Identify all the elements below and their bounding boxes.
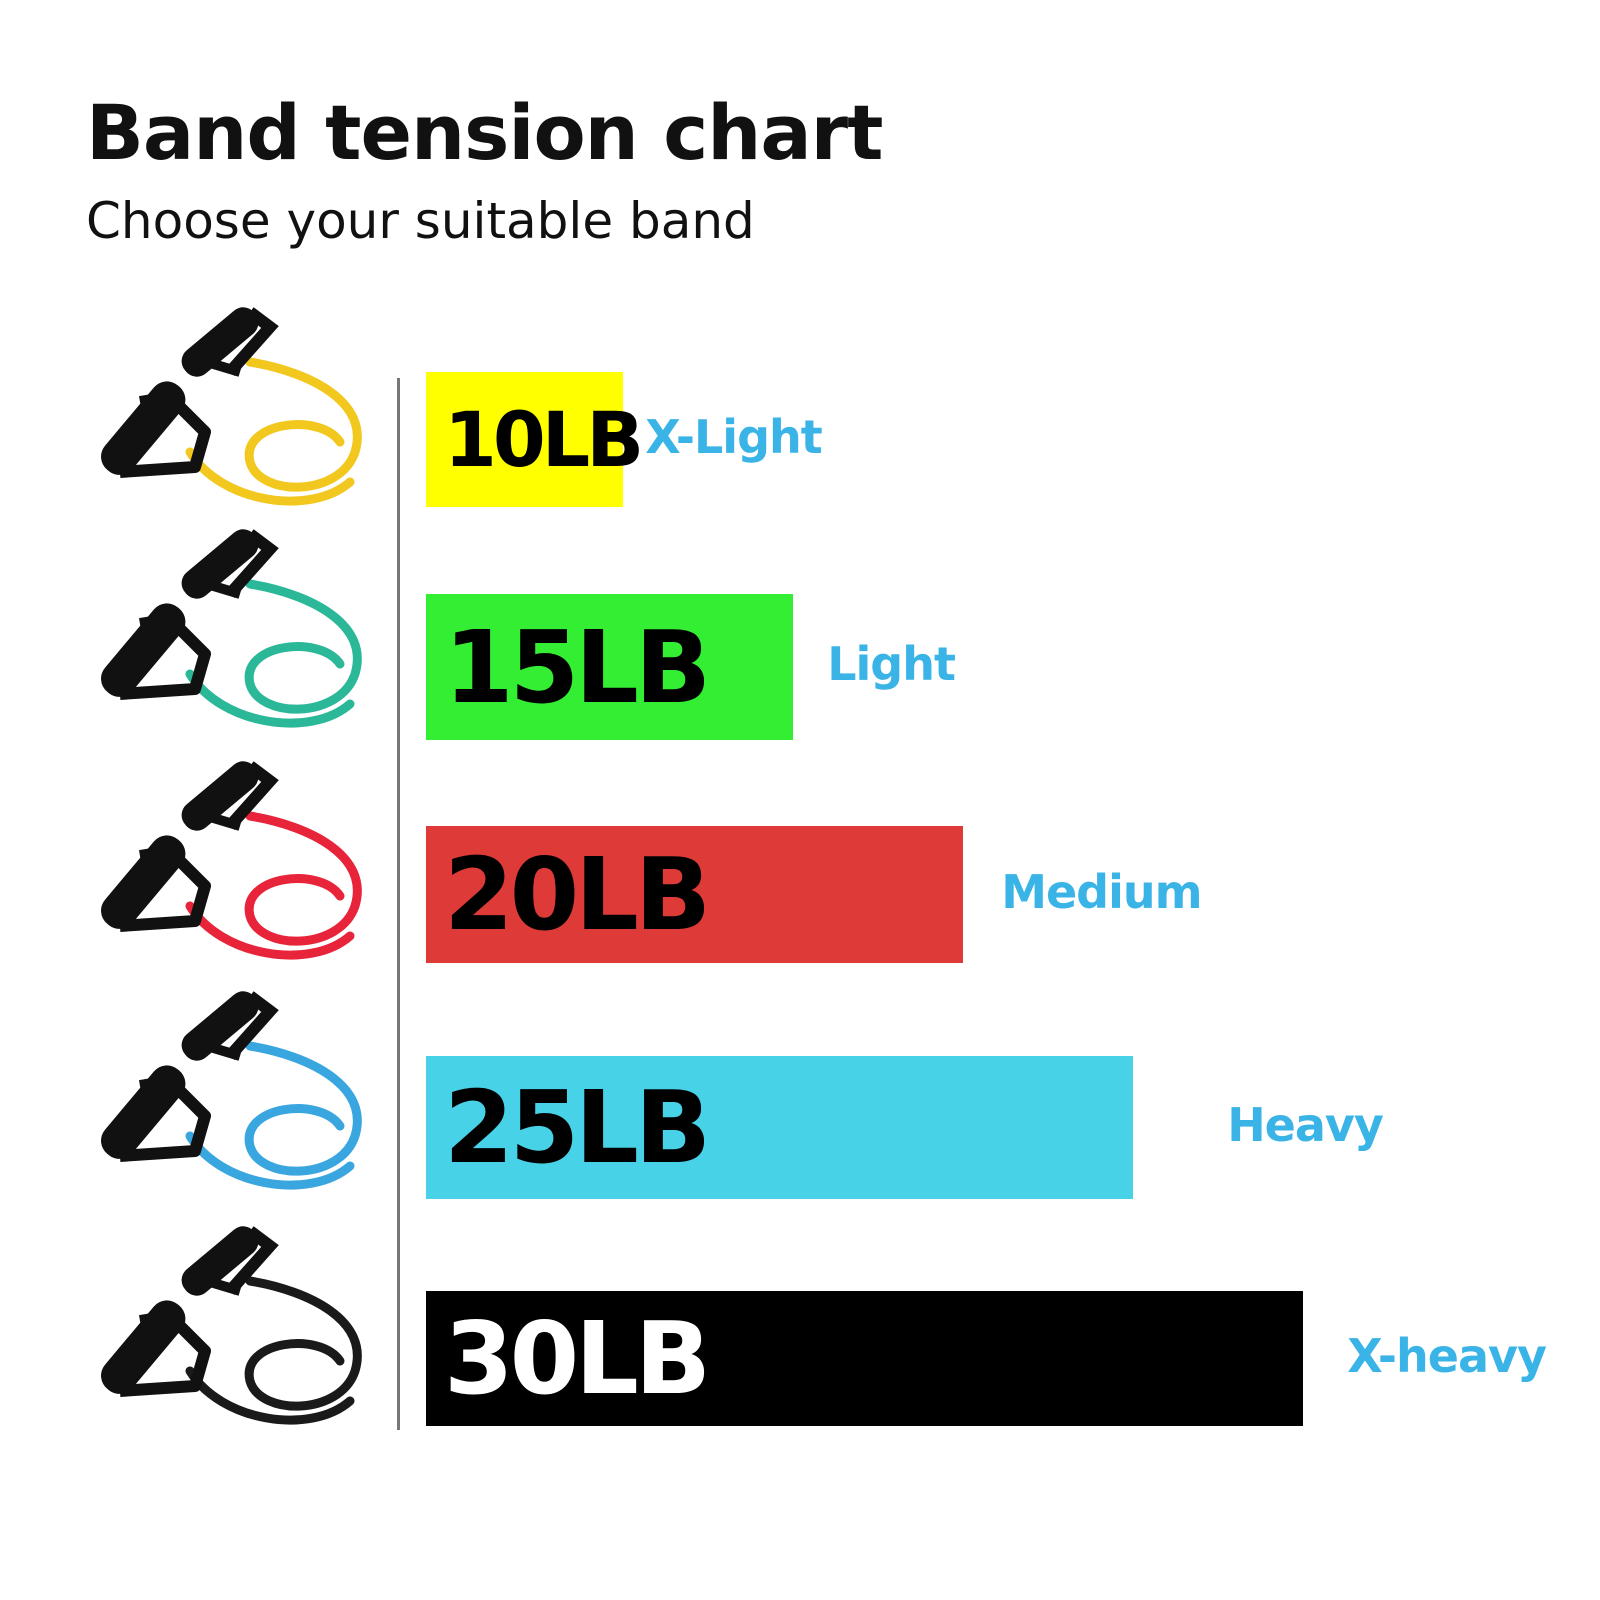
bar-label: 30LB: [444, 1300, 711, 1417]
chart-subtitle: Choose your suitable band: [86, 192, 755, 250]
bar-30lb: 30LB: [426, 1291, 1304, 1426]
bar-20lb: 20LB: [426, 826, 964, 963]
resistance-band-icon: [101, 307, 362, 506]
resistance-band-icon: [101, 991, 362, 1190]
level-label: Medium: [1001, 864, 1202, 919]
axis-line: [397, 378, 400, 1430]
resistance-band-icon: [101, 529, 362, 728]
resistance-band-icon: [101, 761, 362, 960]
chart-title: Band tension chart: [86, 88, 883, 177]
bar-25lb: 25LB: [426, 1056, 1134, 1199]
level-label: X-heavy: [1347, 1328, 1547, 1383]
level-label: Light: [827, 637, 956, 691]
bar-label: 15LB: [444, 608, 711, 726]
bar-label: 20LB: [444, 836, 711, 953]
bar-15lb: 15LB: [426, 594, 794, 740]
bar-label: 10LB: [444, 395, 644, 484]
bar-label: 25LB: [444, 1069, 711, 1186]
resistance-band-icon: [101, 1226, 362, 1425]
level-label: X-Light: [645, 409, 823, 464]
bar-10lb: 10LB: [426, 372, 644, 507]
level-label: Heavy: [1227, 1097, 1384, 1152]
